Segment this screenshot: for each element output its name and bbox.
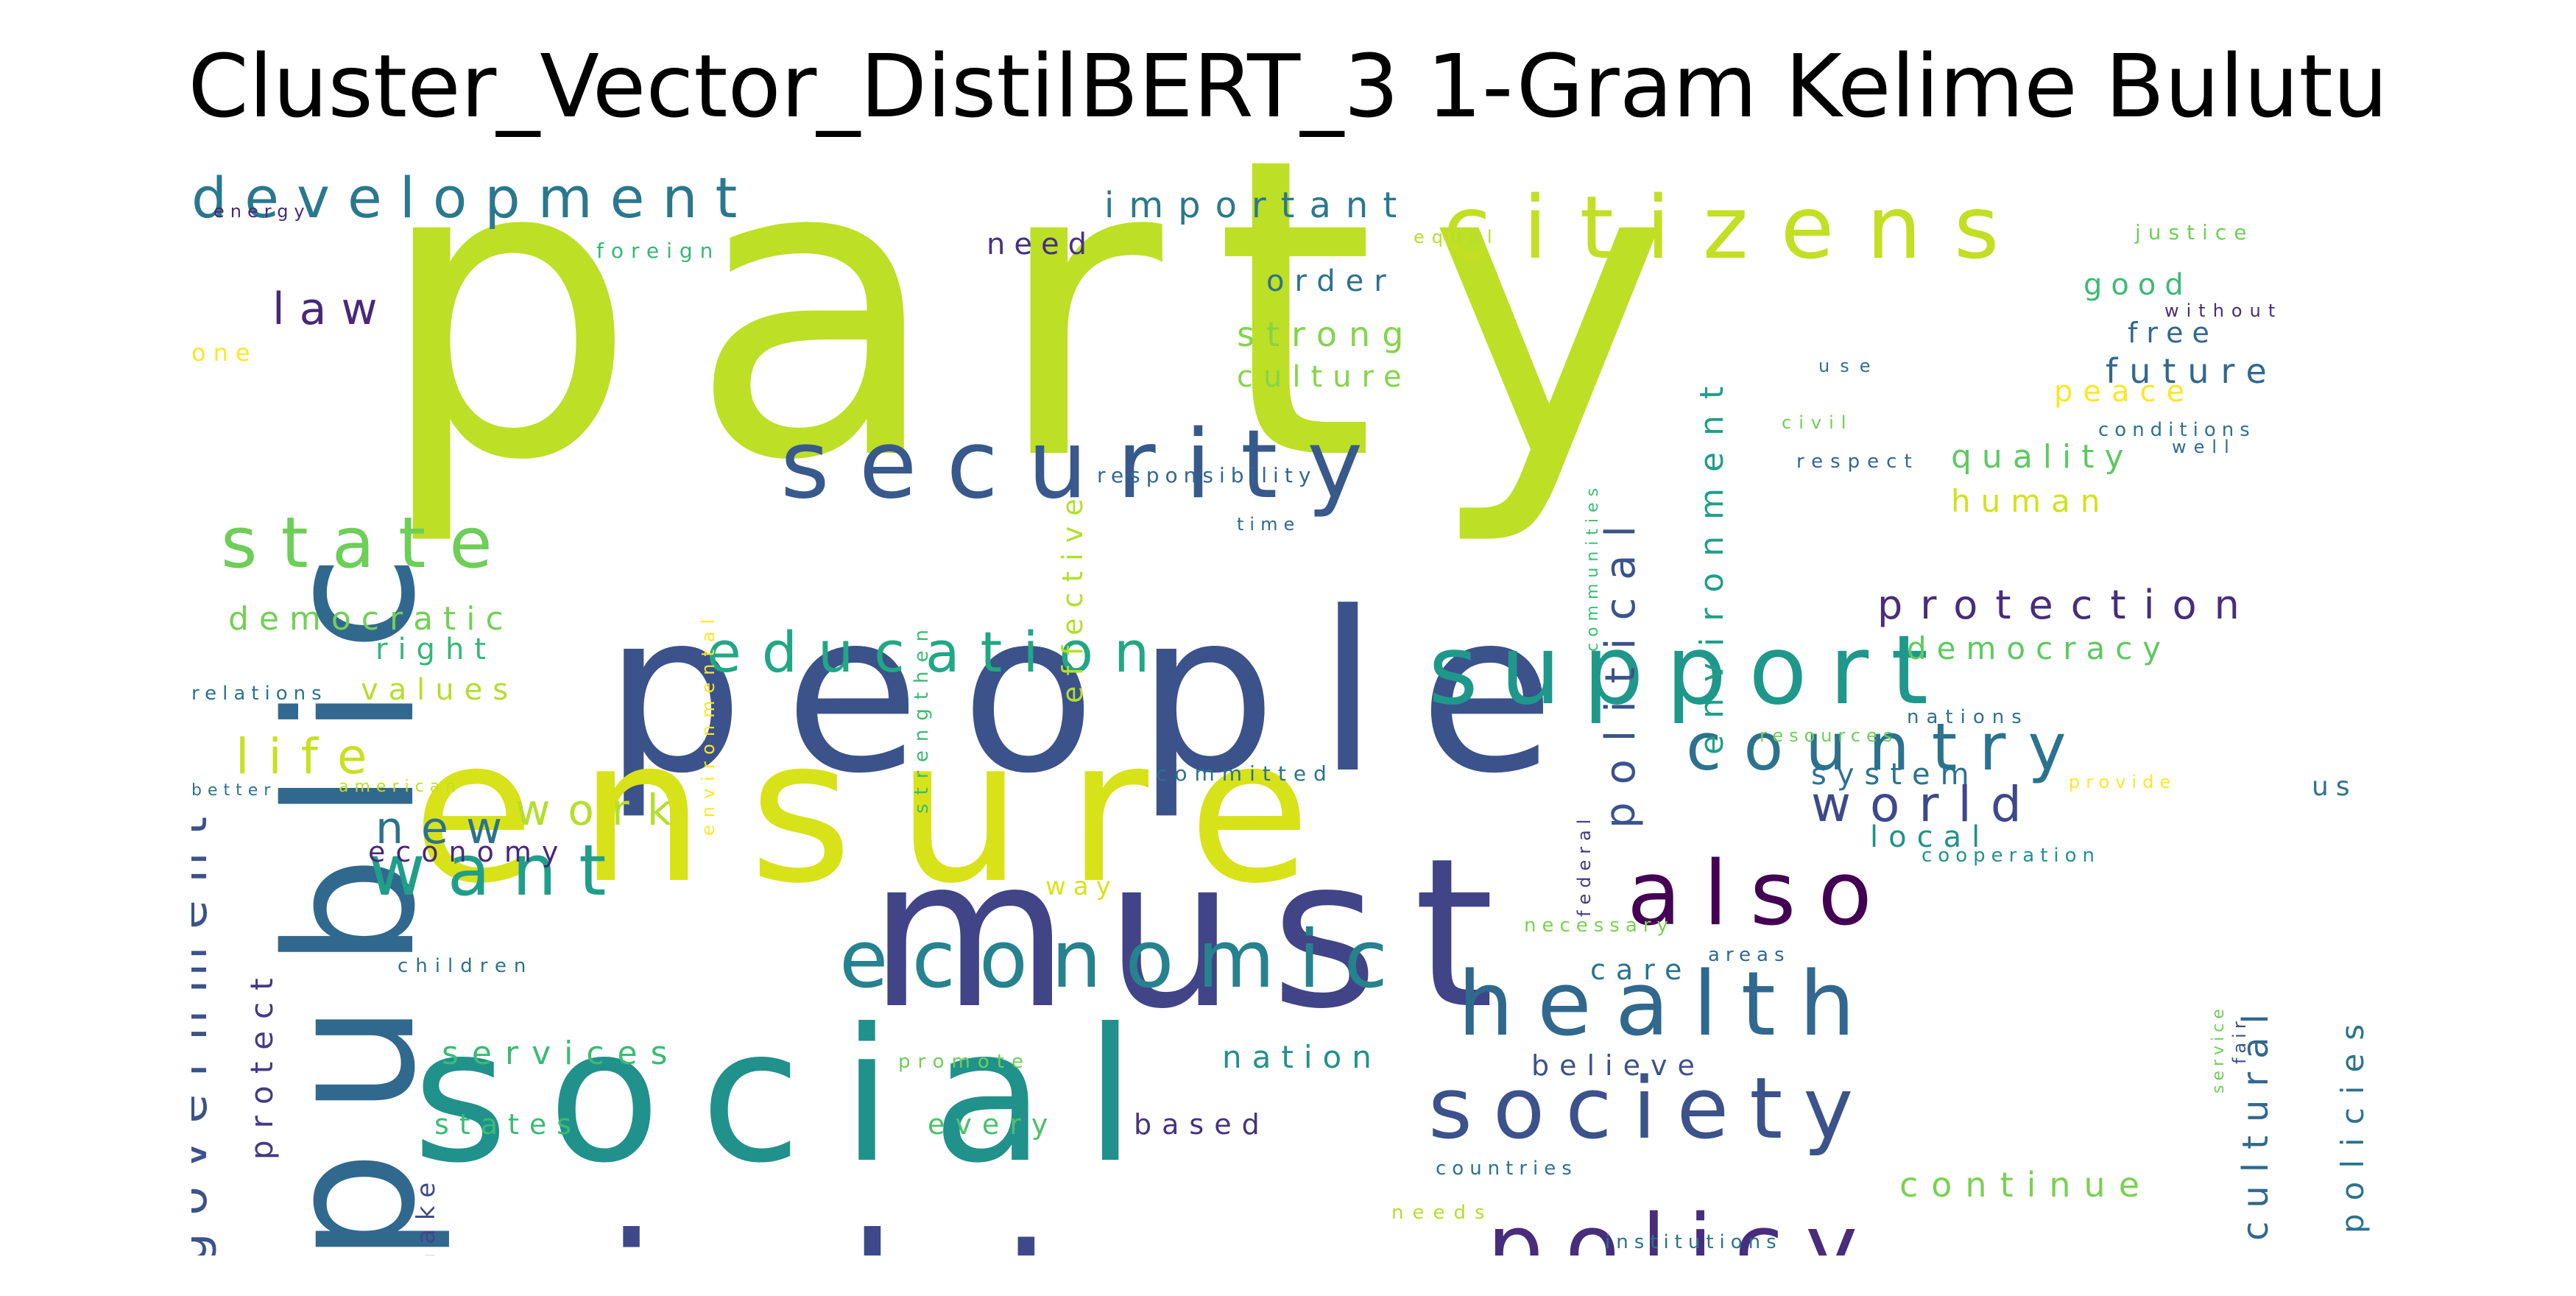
word-citizens: citizens [1443,177,2032,278]
word-countries: countries [1436,1158,1578,1180]
word-future: future [2106,351,2279,391]
word-human: human [1951,483,2111,519]
word-want: want [368,831,628,912]
word-rights: rights [493,1195,1243,1256]
word-resources: resources [1760,725,1898,746]
word-need: need [987,228,1095,261]
word-environment: environment [1693,370,1731,755]
word-political: political [1597,508,1645,828]
word-without: without [2164,300,2282,321]
word-economic: economic [839,914,1411,1006]
word-communities: communities [1584,482,1602,652]
word-health: health [1458,954,1879,1056]
word-right: right [375,633,496,666]
word-good: good [2083,268,2192,302]
word-protect: protect [244,966,280,1160]
word-service: service [2209,1004,2228,1094]
word-life: life [236,728,387,785]
word-quality: quality [1951,438,2134,476]
word-fair: fair [2229,1017,2250,1064]
word-conditions: conditions [2098,419,2256,441]
word-provide: provide [2069,772,2176,792]
word-make: make [412,1174,441,1256]
word-strengthen: strengthen [911,621,933,814]
word-party: party [375,158,1723,551]
word-system: system [1811,758,1980,792]
word-use: use [1818,356,1880,376]
word-public: public [248,519,454,1256]
word-law: law [272,284,392,335]
chart-title: Cluster_Vector_DistilBERT_3 1-Gram Kelim… [188,35,2388,137]
word-children: children [398,955,533,977]
word-continue: continue [1899,1165,2153,1205]
word-state: state [221,503,516,584]
word-federal: federal [1574,814,1595,917]
word-work: work [515,785,689,835]
word-democracy: democracy [1907,630,2171,666]
word-needs: needs [1391,1202,1494,1224]
word-foreign: foreign [596,239,720,263]
word-culture: culture [1237,360,1412,394]
word-necessary: necessary [1524,915,1674,937]
word-way: way [1045,872,1118,901]
word-also: also [1627,843,1894,945]
word-civil: civil [1782,412,1853,433]
word-economy: economy [368,836,568,868]
word-equal: equal [1414,227,1500,247]
word-nation: nation [1222,1039,1382,1075]
word-democratic: democratic [228,600,514,638]
word-well: well [2172,437,2237,457]
word-respect: respect [1796,451,1919,473]
word-peace: peace [2054,375,2195,409]
word-justice: justice [2134,220,2254,244]
word-education: education [707,619,1170,685]
word-social: social [412,989,1176,1203]
word-institutions: institutions [1605,1231,1782,1253]
word-local: local [1870,820,1990,854]
word-cultural: cultural [2235,1001,2276,1241]
word-committed: committed [1156,761,1334,786]
word-environmental: environmental [698,612,719,836]
word-ensure: ensure [412,695,1355,927]
word-values: values [361,673,518,707]
word-society: society [1428,1060,1874,1158]
word-based: based [1134,1108,1270,1141]
word-cloud: partypeoplemustensuresocialrightspublicc… [191,158,2385,1256]
word-strong: strong [1237,314,1415,354]
word-energy: energy [214,201,311,222]
word-protection: protection [1877,582,2257,628]
word-responsibility: responsibility [1097,463,1316,487]
word-people: people [604,565,1595,822]
word-us: us [2312,772,2357,802]
word-important: important [1104,185,1411,226]
word-believe: believe [1531,1049,1705,1082]
word-time: time [1237,514,1300,535]
word-country: country [1686,709,2089,785]
word-states: states [434,1108,582,1141]
word-cooperation: cooperation [1922,845,2100,867]
word-nations: nations [1907,706,2029,728]
word-services: services [442,1035,681,1072]
word-one: one [191,339,258,367]
word-every: every [928,1108,1058,1141]
word-areas: areas [1708,944,1790,966]
word-development: development [191,165,755,230]
word-world: world [1811,776,2041,833]
word-support: support [1428,614,1950,726]
word-relations: relations [191,683,328,705]
word-care: care [1590,954,1692,986]
word-free: free [2128,317,2218,349]
word-policies: policies [2335,1011,2371,1233]
word-promote: promote [898,1051,1031,1073]
word-new: new [375,803,520,854]
word-effective: effective [1056,488,1089,703]
word-government: government [191,799,218,1256]
word-security: security [780,410,1392,520]
word-policy: policy [1487,1197,1880,1256]
word-american: american [339,778,462,796]
word-better: better [191,781,276,800]
word-order: order [1266,264,1397,298]
word-must: must [869,814,1530,1054]
word-cloud-canvas: partypeoplemustensuresocialrightspublicc… [191,158,2371,1256]
